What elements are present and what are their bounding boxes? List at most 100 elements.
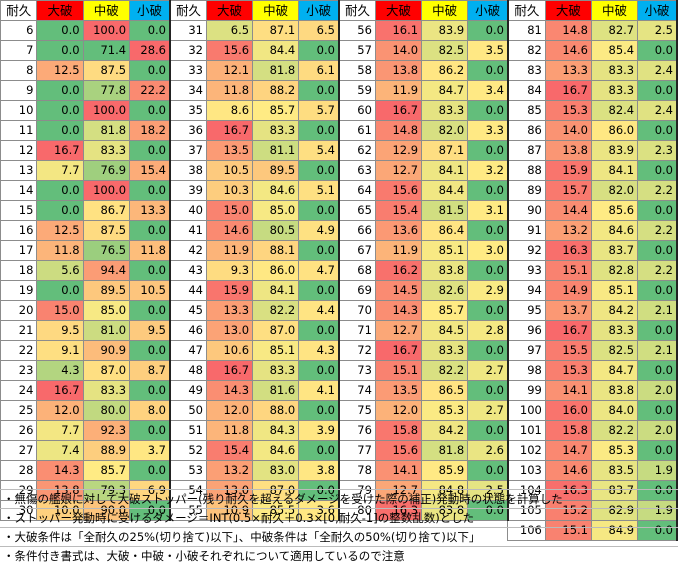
minor-cell[interactable]: 0.0	[467, 60, 509, 81]
moderate-cell[interactable]: 87.1	[252, 20, 300, 41]
minor-cell[interactable]: 0.0	[129, 140, 171, 161]
minor-cell[interactable]: 3.9	[298, 420, 340, 441]
minor-cell[interactable]: 4.1	[298, 380, 340, 401]
durability-cell[interactable]: 27	[0, 440, 38, 461]
heavy-cell[interactable]: 16.2	[374, 260, 423, 281]
minor-cell[interactable]: 2.8	[467, 320, 509, 341]
header-moderate[interactable]: 中破	[82, 0, 131, 21]
moderate-cell[interactable]: 88.0	[252, 400, 300, 421]
moderate-cell[interactable]: 83.3	[252, 360, 300, 381]
minor-cell[interactable]: 2.3	[637, 140, 678, 161]
moderate-cell[interactable]: 82.6	[421, 280, 469, 301]
moderate-cell[interactable]: 88.9	[82, 440, 131, 461]
durability-cell[interactable]: 82	[507, 40, 546, 61]
durability-cell[interactable]: 7	[0, 40, 38, 61]
heavy-cell[interactable]: 16.7	[205, 120, 254, 141]
durability-cell[interactable]: 9	[0, 80, 38, 101]
minor-cell[interactable]: 2.2	[637, 220, 678, 241]
header-minor[interactable]: 小破	[637, 0, 678, 21]
minor-cell[interactable]: 9.5	[129, 320, 171, 341]
moderate-cell[interactable]: 87.1	[421, 140, 469, 161]
durability-cell[interactable]: 105	[507, 500, 546, 521]
header-minor[interactable]: 小破	[129, 0, 171, 21]
minor-cell[interactable]: 2.5	[467, 480, 509, 501]
moderate-cell[interactable]: 84.2	[590, 300, 639, 321]
heavy-cell[interactable]: 13.5	[374, 380, 423, 401]
durability-cell[interactable]: 85	[507, 100, 546, 121]
durability-cell[interactable]: 92	[507, 240, 546, 261]
heavy-cell[interactable]: 0.0	[36, 280, 84, 301]
header-durability[interactable]: 耐久	[338, 0, 376, 21]
durability-cell[interactable]: 6	[0, 20, 38, 41]
minor-cell[interactable]: 4.4	[298, 300, 340, 321]
moderate-cell[interactable]: 83.8	[590, 380, 639, 401]
heavy-cell[interactable]: 11.9	[374, 240, 423, 261]
heavy-cell[interactable]: 10.0	[36, 500, 84, 521]
heavy-cell[interactable]: 13.8	[544, 140, 593, 161]
heavy-cell[interactable]: 16.3	[544, 240, 593, 261]
heavy-cell[interactable]: 15.4	[205, 440, 254, 461]
durability-cell[interactable]: 48	[169, 360, 207, 381]
durability-cell[interactable]: 51	[169, 420, 207, 441]
moderate-cell[interactable]: 85.1	[252, 340, 300, 361]
moderate-cell[interactable]: 83.0	[252, 460, 300, 481]
minor-cell[interactable]: 6.1	[298, 60, 340, 81]
moderate-cell[interactable]: 83.3	[421, 340, 469, 361]
durability-cell[interactable]: 87	[507, 140, 546, 161]
moderate-cell[interactable]: 84.3	[252, 420, 300, 441]
durability-cell[interactable]: 56	[338, 20, 376, 41]
heavy-cell[interactable]: 12.7	[374, 160, 423, 181]
heavy-cell[interactable]: 15.9	[205, 280, 254, 301]
moderate-cell[interactable]: 81.6	[252, 380, 300, 401]
minor-cell[interactable]: 0.0	[298, 40, 340, 61]
durability-cell[interactable]: 77	[338, 440, 376, 461]
durability-cell[interactable]: 43	[169, 260, 207, 281]
moderate-cell[interactable]: 86.4	[421, 220, 469, 241]
durability-cell[interactable]: 88	[507, 160, 546, 181]
durability-cell[interactable]: 90	[507, 200, 546, 221]
moderate-cell[interactable]: 85.7	[252, 100, 300, 121]
minor-cell[interactable]: 0.0	[467, 220, 509, 241]
minor-cell[interactable]: 1.9	[637, 460, 678, 481]
moderate-cell[interactable]: 86.2	[421, 60, 469, 81]
minor-cell[interactable]: 0.0	[467, 340, 509, 361]
heavy-cell[interactable]: 14.3	[205, 380, 254, 401]
durability-cell[interactable]: 44	[169, 280, 207, 301]
heavy-cell[interactable]: 10.6	[205, 340, 254, 361]
minor-cell[interactable]: 2.9	[467, 280, 509, 301]
minor-cell[interactable]: 6.5	[298, 20, 340, 41]
moderate-cell[interactable]: 83.3	[82, 140, 131, 161]
minor-cell[interactable]: 0.0	[637, 320, 678, 341]
heavy-cell[interactable]: 11.9	[374, 80, 423, 101]
minor-cell[interactable]: 3.1	[467, 200, 509, 221]
heavy-cell[interactable]: 16.7	[544, 320, 593, 341]
durability-cell[interactable]: 70	[338, 300, 376, 321]
durability-cell[interactable]: 39	[169, 180, 207, 201]
minor-cell[interactable]: 2.4	[637, 60, 678, 81]
moderate-cell[interactable]: 100.0	[82, 180, 131, 201]
heavy-cell[interactable]: 14.6	[205, 220, 254, 241]
header-durability[interactable]: 耐久	[0, 0, 38, 21]
heavy-cell[interactable]: 16.7	[374, 340, 423, 361]
durability-cell[interactable]: 18	[0, 260, 38, 281]
heavy-cell[interactable]: 12.0	[374, 400, 423, 421]
minor-cell[interactable]: 2.7	[467, 400, 509, 421]
minor-cell[interactable]: 2.4	[637, 100, 678, 121]
moderate-cell[interactable]: 90.9	[82, 340, 131, 361]
durability-cell[interactable]: 94	[507, 280, 546, 301]
durability-cell[interactable]: 46	[169, 320, 207, 341]
minor-cell[interactable]: 2.1	[637, 300, 678, 321]
moderate-cell[interactable]: 89.5	[82, 280, 131, 301]
moderate-cell[interactable]: 83.3	[590, 80, 639, 101]
moderate-cell[interactable]: 84.1	[590, 160, 639, 181]
heavy-cell[interactable]: 15.5	[544, 340, 593, 361]
moderate-cell[interactable]: 83.3	[82, 380, 131, 401]
heavy-cell[interactable]: 15.6	[374, 180, 423, 201]
durability-cell[interactable]: 62	[338, 140, 376, 161]
moderate-cell[interactable]: 83.5	[590, 460, 639, 481]
minor-cell[interactable]: 3.3	[467, 120, 509, 141]
durability-cell[interactable]: 26	[0, 420, 38, 441]
durability-cell[interactable]: 55	[169, 500, 207, 521]
note-line[interactable]: ・条件付き書式は、大破・中破・小破それぞれについて適用しているので注意	[0, 546, 678, 565]
durability-cell[interactable]: 65	[338, 200, 376, 221]
